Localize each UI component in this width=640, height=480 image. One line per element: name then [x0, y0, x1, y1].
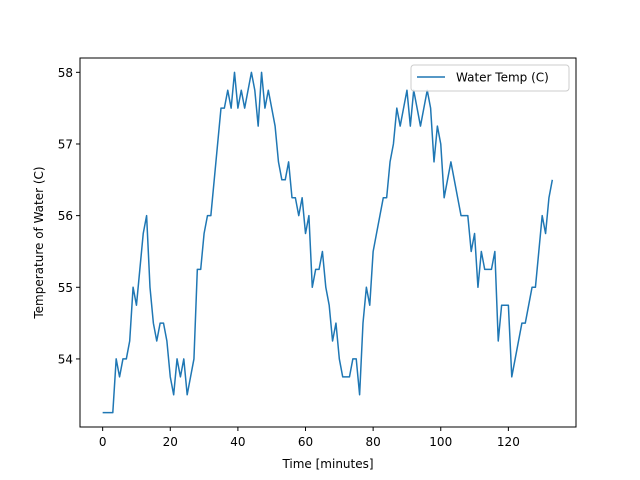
- x-tick-label: 80: [365, 435, 380, 449]
- plot-series-layer: [102, 71, 554, 414]
- series-line-water-temp: [102, 71, 554, 414]
- x-tick-label: 100: [429, 435, 452, 449]
- legend-box: [410, 64, 570, 92]
- x-tick-label: 40: [230, 435, 245, 449]
- x-tick-label: 20: [163, 435, 178, 449]
- y-tick-label: 54: [58, 352, 73, 366]
- x-axis: 0 20 40 60 80 100 120: [99, 427, 520, 449]
- legend-label-water-temp: Water Temp (C): [456, 71, 549, 85]
- y-tick-label: 58: [58, 66, 73, 80]
- y-axis: 54 55 56 57 58: [58, 66, 80, 366]
- y-tick-label: 57: [58, 137, 73, 151]
- x-axis-label: Time [minutes]: [281, 457, 373, 471]
- plot-frame: [79, 57, 577, 428]
- y-axis-label: Temperature of Water (C): [32, 166, 46, 319]
- x-tick-label: 0: [99, 435, 107, 449]
- y-tick-label: 55: [58, 281, 73, 295]
- x-tick-label: 60: [298, 435, 313, 449]
- x-tick-label: 120: [497, 435, 520, 449]
- y-tick-label: 56: [58, 209, 73, 223]
- legend: Water Temp (C): [410, 64, 570, 92]
